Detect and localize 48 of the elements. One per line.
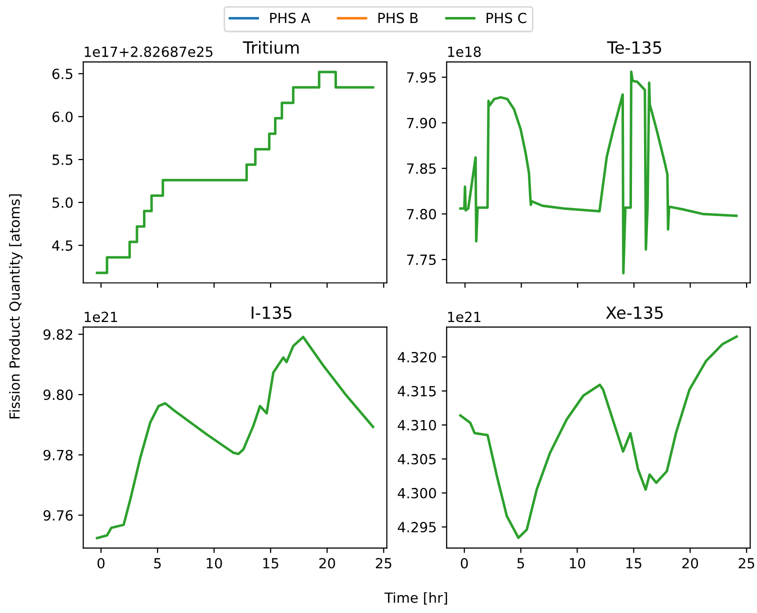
- x-tick-label: 10: [570, 558, 586, 568]
- x-tick-label: 20: [682, 558, 698, 568]
- y-tick-label: 5.0: [52, 197, 73, 208]
- x-tick-label: 25: [738, 558, 754, 568]
- x-tick-label: 25: [376, 558, 392, 568]
- chart-title: Xe-135: [606, 306, 663, 319]
- y-tick-label: 4.300: [398, 488, 436, 498]
- y-tick-label: 7.95: [407, 72, 436, 83]
- chart-title: Tritium: [242, 40, 299, 54]
- text: 1e21: [448, 312, 480, 322]
- y-tick-label: 4.315: [398, 386, 436, 396]
- x-tick-label: 0: [460, 558, 468, 568]
- text: 1e21: [84, 312, 118, 322]
- legend-label: PHS C: [486, 12, 526, 24]
- chart-title: Te-135: [607, 41, 662, 54]
- x-tick-label: 15: [263, 558, 278, 568]
- line-series: [459, 335, 738, 540]
- x-tick-label: 15: [626, 558, 642, 568]
- y-tick-label: 9.82: [44, 329, 72, 340]
- y-axis-title: Fission Product Quantity [atoms]: [9, 194, 23, 418]
- y-tick-label: 7.85: [407, 163, 436, 174]
- x-tick-label: 5: [154, 558, 161, 568]
- text: 1e17+2.82687e25: [84, 46, 212, 58]
- x-tick-label: 10: [206, 558, 222, 568]
- x-tick-label: 20: [319, 558, 336, 568]
- y-tick-label: 9.78: [44, 450, 73, 460]
- y-tick-label: 6.0: [52, 112, 73, 122]
- legend-label: PHS B: [378, 12, 418, 24]
- line-series: [459, 70, 738, 274]
- y-tick-label: 4.310: [398, 420, 436, 430]
- y-tick-label: 4.295: [398, 522, 436, 532]
- x-tick-label: 0: [98, 558, 105, 568]
- y-tick-label: 4.5: [52, 240, 72, 251]
- y-tick-label: 6.5: [52, 68, 72, 80]
- y-tick-label: 9.80: [44, 390, 73, 400]
- text: 1e18: [448, 46, 481, 58]
- y-tick-label: 4.320: [398, 352, 436, 362]
- x-tick-label: 5: [517, 558, 524, 568]
- y-tick-label: 9.76: [44, 510, 73, 521]
- y-tick-label: 7.75: [407, 254, 436, 266]
- y-tick-label: 4.305: [398, 454, 436, 464]
- y-tick-label: 5.5: [52, 154, 72, 165]
- y-tick-label: 7.90: [407, 118, 436, 128]
- y-tick-label: 7.80: [407, 208, 436, 220]
- chart-title: I-135: [252, 306, 292, 319]
- legend-label: PHS A: [270, 12, 310, 24]
- x-axis-title: Time [hr]: [384, 592, 448, 605]
- line-series: [96, 336, 374, 540]
